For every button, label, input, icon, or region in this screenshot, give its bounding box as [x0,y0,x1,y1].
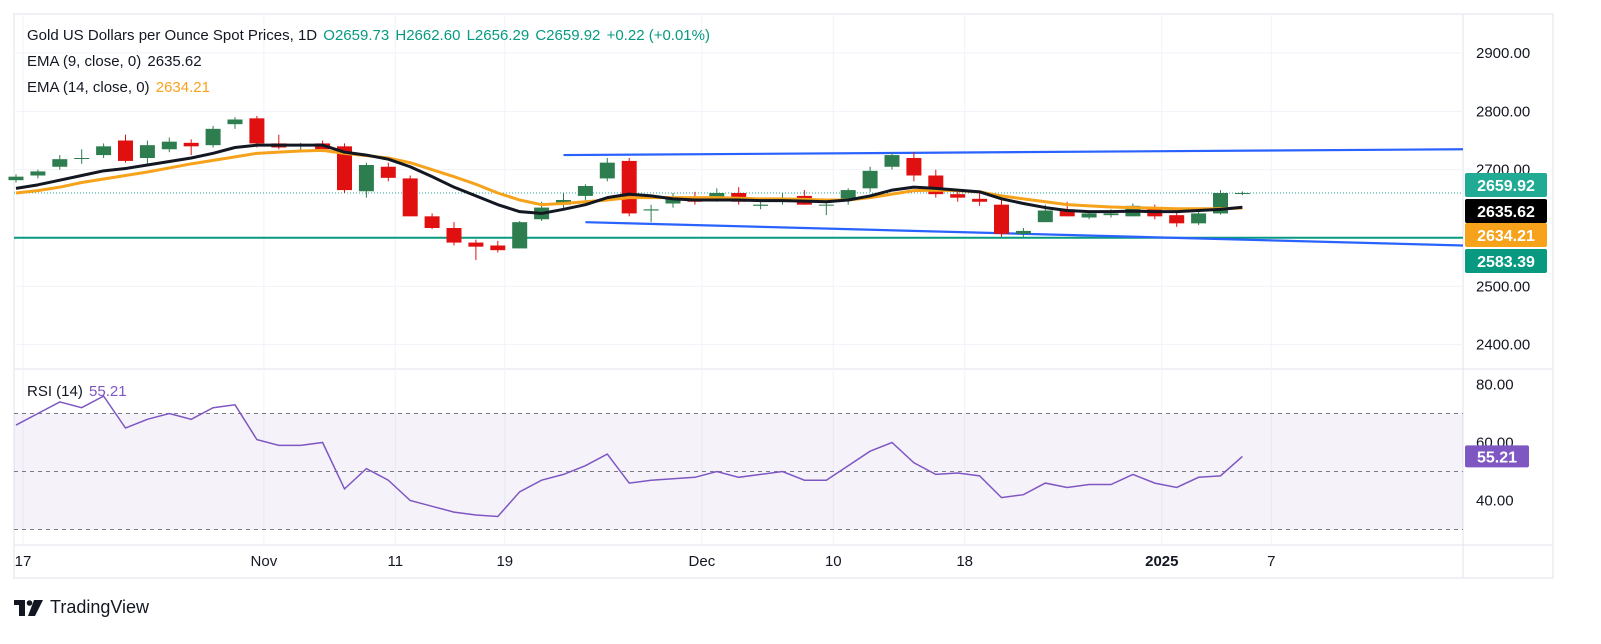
price-tick-label: 2900.00 [1476,45,1530,62]
candle-body [118,140,133,161]
tradingview-watermark[interactable]: TradingView [14,597,149,618]
price-badge-label: 2659.92 [1477,178,1535,195]
candle-body [52,159,68,167]
candle-body [1081,213,1097,218]
ohlc-open: O2659.73 [323,27,390,44]
rsi-badge-label: 55.21 [1477,449,1517,466]
candle-body [468,242,484,247]
ema14-label: EMA (14, close, 0) [27,79,150,96]
candle-body [96,146,112,156]
tradingview-wordmark: TradingView [50,597,150,617]
ohlc-change: +0.22 (+0.01%) [606,27,710,44]
candle-body [30,171,46,176]
candle-body [862,170,878,189]
time-tick-label: 7 [1267,553,1275,570]
rsi-tick-label: 80.00 [1476,377,1514,394]
candle-body [1191,213,1207,224]
candle-body [161,141,177,150]
candle-body [753,204,769,206]
time-tick-label: 18 [956,553,973,570]
price-badge-label: 2635.62 [1477,204,1535,221]
ema14-legend: EMA (14, close, 0) 2634.21 [27,79,212,96]
candle-body [643,209,659,211]
candle-body [380,166,396,178]
candle-body [249,118,265,144]
price-badge-label: 2634.21 [1477,228,1535,245]
candle-body [577,186,593,196]
candle-body [139,145,155,158]
rsi-badge-bg [1465,445,1529,468]
candle-body [1169,215,1185,224]
candle-body [337,146,352,191]
time-tick-label: 11 [388,553,404,570]
symbol-title: Gold US Dollars per Ounce Spot Prices, 1… [27,27,318,44]
time-tick-label: 2025 [1145,553,1178,570]
price-badge-bg [1465,249,1547,273]
rsi-tick-label: 40.00 [1476,493,1514,510]
candle-body [183,142,199,147]
candle-body [1015,230,1031,234]
candle-body [1037,210,1053,223]
candle-body [599,162,615,179]
time-tick-label: 19 [496,553,513,570]
trend-line [563,148,1464,157]
ema14-value: 2634.21 [155,79,210,96]
rsi-value: 55.21 [89,383,127,400]
candle-body [840,190,856,199]
price-tick-label: 2800.00 [1476,103,1530,120]
time-tick-label: 10 [825,553,842,570]
candle-body [1103,213,1119,216]
candle-body [205,128,221,146]
ohlc-close: C2659.92 [535,27,601,44]
candle-body [906,158,922,176]
ema14-line [15,148,1243,211]
price-badge-label: 2583.39 [1477,254,1535,271]
price-badge-bg [1465,223,1547,247]
candle-body [424,216,440,228]
ema9-line [15,143,1243,215]
candle-body [358,165,374,192]
ohlc-high: H2662.60 [395,27,461,44]
ema9-value: 2635.62 [147,53,202,70]
candle-body [884,155,900,167]
candle-body [994,204,1009,234]
candle-body [709,193,725,198]
candle-body [972,198,988,202]
candle-body [665,198,681,204]
candle-body [227,119,243,125]
rsi-line [15,395,1243,518]
candle-body [8,176,24,181]
candle-body [621,160,637,214]
candle-body [402,178,418,217]
ema9-label: EMA (9, close, 0) [27,53,142,70]
tradingview-logo-icon [14,599,43,616]
time-tick-label: 17 [15,553,32,570]
rsi-legend: RSI (14) 55.21 [27,383,129,400]
candle-body [818,204,834,206]
symbol-legend: Gold US Dollars per Ounce Spot Prices, 1… [27,27,712,44]
price-tick-label: 2500.00 [1476,278,1530,295]
candle-body [950,194,966,198]
candle-body [512,222,528,249]
chart-frame [13,13,1554,579]
candle-body [446,228,462,243]
ohlc-low: L2656.29 [466,27,530,44]
candle-body [1234,193,1250,195]
price-badge-bg [1465,173,1547,197]
time-tick-label: Dec [689,553,716,570]
candle-body [1059,209,1075,217]
candle-body [490,245,506,251]
price-tick-label: 2400.00 [1476,337,1530,354]
ema9-legend: EMA (9, close, 0) 2635.62 [27,53,204,70]
price-badge-bg [1465,199,1547,223]
candle-body [74,158,90,159]
rsi-label: RSI (14) [27,383,83,400]
time-tick-label: Nov [251,553,278,570]
